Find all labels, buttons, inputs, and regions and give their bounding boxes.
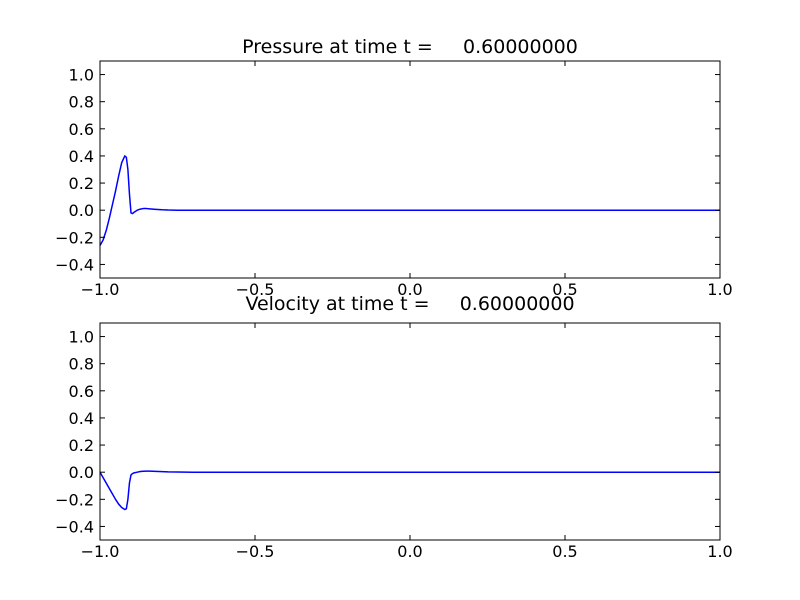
velocity-y-tick-label: 0.8 [69,355,94,374]
velocity-x-tick-label: 0.5 [552,542,577,561]
velocity-y-tick-label: 0.6 [69,382,94,401]
pressure-x-tick-label: 0.5 [552,280,577,299]
pressure-series-line [99,155,720,246]
pressure-x-tick-label: −0.5 [236,280,275,299]
velocity-y-tick-label: 0.4 [69,409,94,428]
pressure-plot-axes: −1.0 −0.5 0.0 0.5 1.0 −0.4 −0.2 0.0 0.2 0.4 0.6 0.8… [55,60,733,299]
pressure-y-tick-label: −0.4 [55,255,94,274]
velocity-x-tick-label: −0.5 [236,542,275,561]
velocity-plot-title: Velocity at time t = 0.60000000 [245,293,574,315]
velocity-plot: Velocity at time t = 0.60000000 −1.0 −0.5… [55,293,733,561]
velocity-series-line [99,470,720,511]
pressure-y-tick-label: 0.4 [69,147,94,166]
velocity-x-tick-label: 1.0 [707,542,732,561]
pressure-x-tick-label: −1.0 [81,280,120,299]
pressure-y-tick-label: 0.2 [69,174,94,193]
velocity-plot-axes: −1.0 −0.5 0.0 0.5 1.0 −0.4 −0.2 0.0 0.2 0.4 0.6 0.8… [55,322,733,561]
pressure-y-tick-label: 1.0 [69,66,94,85]
pressure-y-tick-label: 0.6 [69,120,94,139]
velocity-x-tick-label: 0.0 [397,542,422,561]
velocity-y-tick-label: 0.0 [69,463,94,482]
pressure-x-tick-label: 1.0 [707,280,732,299]
velocity-x-tick-label: −1.0 [81,542,120,561]
pressure-x-tick-label: 0.0 [397,280,422,299]
velocity-y-tick-label: 1.0 [69,328,94,347]
velocity-y-tick-label: −0.4 [55,517,94,536]
velocity-y-tick-label: −0.2 [55,490,94,509]
pressure-plot: Pressure at time t = 0.60000000 −1.0 −0.5… [55,36,733,299]
pressure-y-tick-label: 0.0 [69,201,94,220]
pressure-y-tick-label: 0.8 [69,93,94,112]
pressure-y-tick-label: −0.2 [55,228,94,247]
pressure-plot-title: Pressure at time t = 0.60000000 [242,36,578,58]
velocity-y-tick-label: 0.2 [69,436,94,455]
